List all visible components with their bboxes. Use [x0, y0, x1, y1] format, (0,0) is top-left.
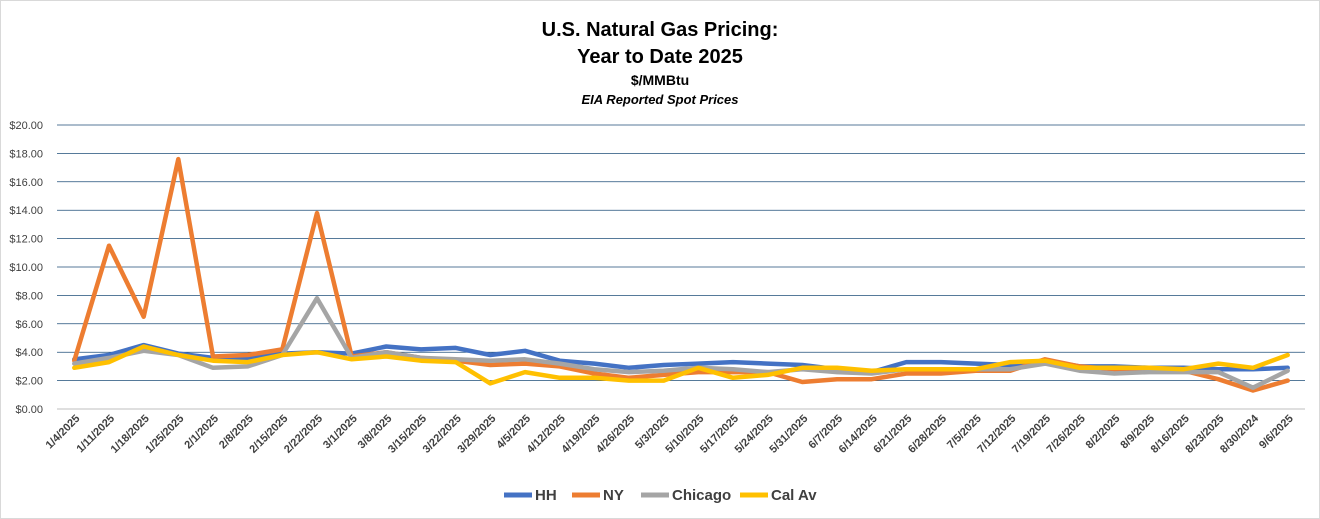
chart-subtitle-source: EIA Reported Spot Prices: [582, 92, 739, 107]
legend-label: NY: [603, 487, 624, 504]
chart-subtitle-units: $/MMBtu: [631, 72, 689, 88]
x-tick-label: 8/30/2024: [1218, 412, 1262, 456]
y-tick-label: $4.00: [15, 347, 43, 359]
x-tick-label: 1/25/2025: [143, 413, 186, 456]
chart-title-line2: Year to Date 2025: [577, 46, 743, 68]
y-tick-label: $8.00: [15, 290, 43, 302]
y-tick-label: $12.00: [9, 234, 43, 246]
y-tick-label: $2.00: [15, 376, 43, 388]
legend-label: Cal Av: [771, 487, 817, 504]
x-tick-label: 3/29/2025: [455, 413, 498, 456]
x-tick-label: 4/26/2025: [594, 413, 637, 456]
series-line-ny: [72, 156, 1290, 393]
x-tick-label: 2/1/2025: [182, 413, 221, 452]
x-tick-label: 7/26/2025: [1045, 413, 1088, 456]
x-tick-label: 5/31/2025: [767, 413, 810, 456]
y-tick-label: $18.00: [9, 148, 43, 160]
x-tick-label: 9/6/2025: [1257, 413, 1296, 452]
x-tick-label: 2/22/2025: [282, 413, 325, 456]
chart-title: U.S. Natural Gas Pricing:: [542, 19, 779, 41]
y-tick-label: $10.00: [9, 262, 43, 274]
series-lines: [72, 156, 1290, 393]
legend: HH NY Chicago Cal Av: [504, 487, 817, 504]
y-tick-label: $16.00: [9, 177, 43, 189]
y-tick-label: $14.00: [9, 205, 43, 217]
y-tick-label: $0.00: [15, 404, 43, 416]
x-tick-label: 3/1/2025: [321, 413, 360, 452]
x-tick-label: 6/28/2025: [906, 413, 949, 456]
y-tick-label: $6.00: [15, 319, 43, 331]
x-tick-label: 8/2/2025: [1084, 413, 1123, 452]
legend-label: Chicago: [672, 487, 731, 504]
x-axis-ticks: 1/4/20251/11/20251/18/20251/25/20252/1/2…: [44, 412, 1296, 456]
y-axis-ticks: $0.00 $2.00 $4.00 $6.00 $8.00 $10.00 $12.00 $14…: [9, 120, 43, 416]
legend-label: HH: [535, 487, 557, 504]
y-tick-label: $20.00: [9, 120, 43, 132]
series-line-cal-av: [72, 344, 1290, 386]
